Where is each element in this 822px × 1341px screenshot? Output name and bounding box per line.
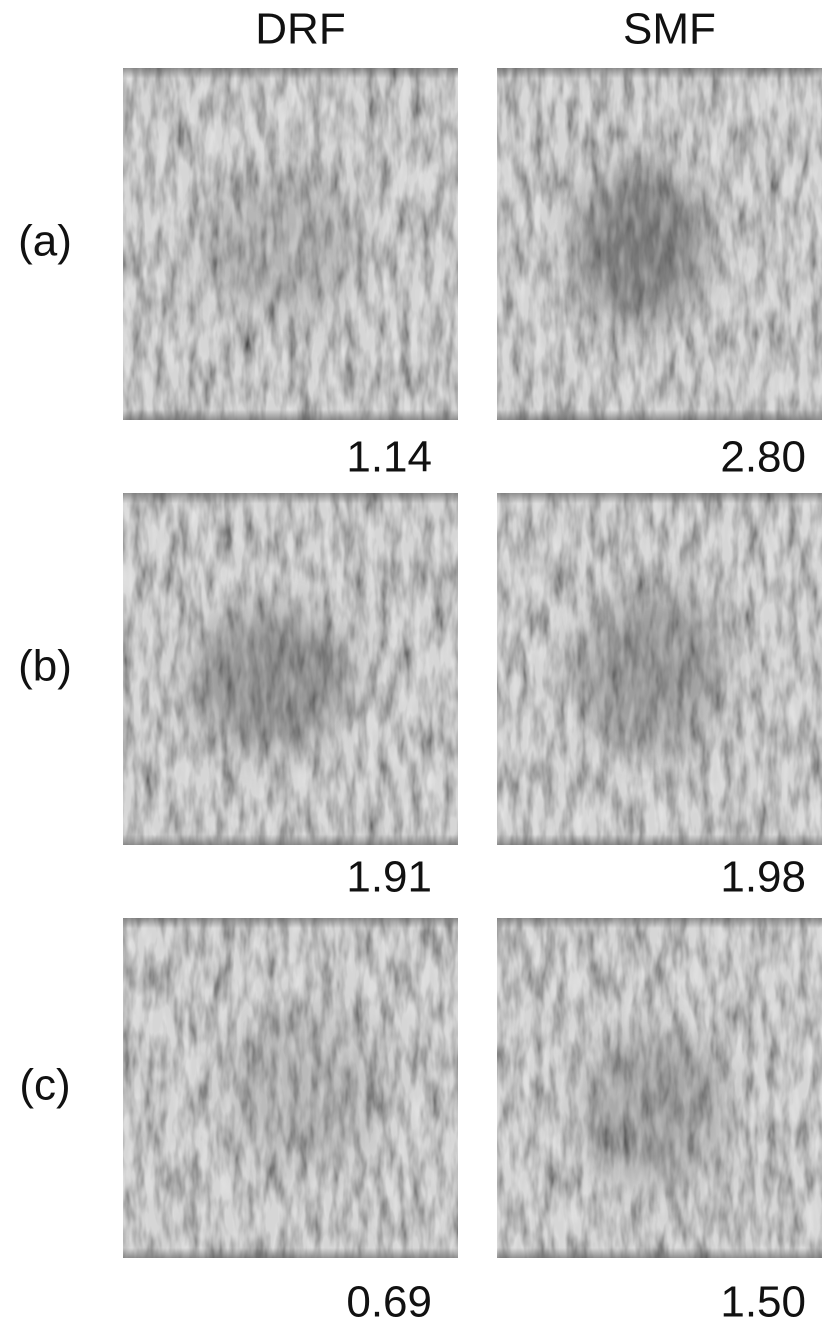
image-content xyxy=(497,68,822,420)
image-edge xyxy=(123,68,458,420)
row-label: (c) xyxy=(19,1061,70,1110)
contrast-value: 1.50 xyxy=(720,1278,806,1327)
row-label: (b) xyxy=(18,642,72,691)
image-edge xyxy=(497,68,822,420)
image-edge xyxy=(497,493,822,845)
ultrasound-image xyxy=(497,493,822,845)
contrast-value: 1.98 xyxy=(720,853,806,902)
ultrasound-image xyxy=(123,918,458,1258)
ultrasound-image xyxy=(497,68,822,420)
contrast-value: 1.91 xyxy=(346,853,432,902)
row-label: (a) xyxy=(18,217,72,266)
image-edge xyxy=(123,918,458,1258)
column-header: SMF xyxy=(623,5,716,54)
contrast-value: 1.14 xyxy=(346,433,432,482)
image-edge xyxy=(123,493,458,845)
column-header: DRF xyxy=(255,5,345,54)
image-content xyxy=(497,918,822,1258)
ultrasound-image xyxy=(497,918,822,1258)
image-content xyxy=(123,493,458,845)
ultrasound-image xyxy=(123,68,458,420)
ultrasound-image xyxy=(123,493,458,845)
contrast-value: 2.80 xyxy=(720,433,806,482)
image-content xyxy=(123,68,458,420)
image-edge xyxy=(497,918,822,1258)
image-content xyxy=(123,918,458,1258)
contrast-value: 0.69 xyxy=(346,1278,432,1327)
image-content xyxy=(497,493,822,845)
